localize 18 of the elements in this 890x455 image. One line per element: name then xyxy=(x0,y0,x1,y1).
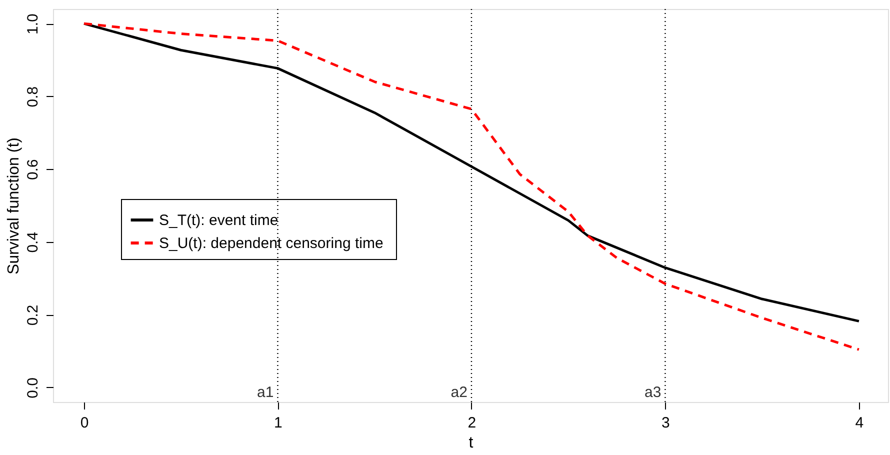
y-tick-label: 0.2 xyxy=(24,304,42,326)
x-tick-label: 3 xyxy=(662,414,670,432)
ref-line-label: a2 xyxy=(450,384,468,401)
legend-label: S_T(t): event time xyxy=(159,212,278,229)
y-tick-label: 1.0 xyxy=(24,14,42,34)
x-tick-label: 0 xyxy=(80,414,89,432)
y-tick-label: 0.8 xyxy=(24,86,42,108)
ref-line-label: a1 xyxy=(257,384,274,401)
x-tick-label: 2 xyxy=(468,414,476,432)
y-tick-label: 0.6 xyxy=(24,159,42,180)
x-tick-label: 4 xyxy=(855,414,864,432)
y-tick-label: 0.4 xyxy=(24,232,42,253)
ref-line-label: a3 xyxy=(644,384,662,401)
y-tick-label: 0.0 xyxy=(24,378,42,398)
x-axis-title: t xyxy=(468,434,474,452)
y-axis-title: Survival function (t) xyxy=(6,138,22,274)
x-tick-label: 1 xyxy=(274,414,282,432)
legend-label: S_U(t): dependent censoring time xyxy=(159,235,384,252)
